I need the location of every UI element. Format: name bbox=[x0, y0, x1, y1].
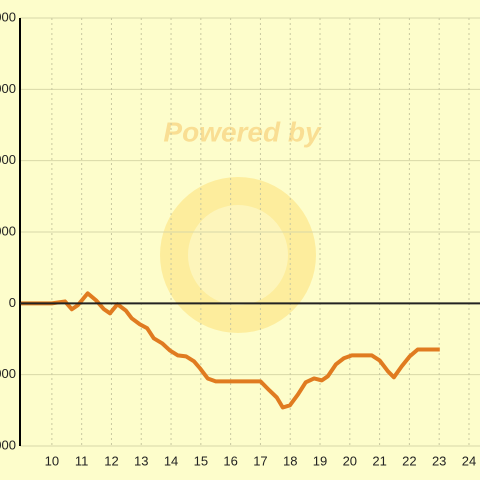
x-tick-label: 20 bbox=[343, 453, 357, 468]
x-tick-label: 16 bbox=[223, 453, 237, 468]
y-tick-label: -6,000 bbox=[0, 437, 16, 452]
x-tick-label: 22 bbox=[402, 453, 416, 468]
line-series bbox=[20, 291, 440, 410]
x-tick-label: 23 bbox=[432, 453, 446, 468]
x-tick-label: 24 bbox=[462, 453, 476, 468]
x-tick-label: 18 bbox=[283, 453, 297, 468]
watermark-logo bbox=[160, 177, 316, 333]
y-tick-label: -3,000 bbox=[0, 366, 16, 381]
x-tick-label: 17 bbox=[253, 453, 267, 468]
y-tick-label: 9,000 bbox=[0, 81, 16, 96]
watermark: Powered by bbox=[163, 116, 322, 147]
y-tick-label: 3,000 bbox=[0, 223, 16, 238]
x-tick-label: 13 bbox=[134, 453, 148, 468]
y-tick-label: 6,000 bbox=[0, 152, 16, 167]
x-tick-label: 19 bbox=[313, 453, 327, 468]
x-tick-label: 12 bbox=[104, 453, 118, 468]
x-tick-label: 21 bbox=[372, 453, 386, 468]
y-tick-label: 0 bbox=[9, 295, 16, 310]
x-tick-label: 10 bbox=[45, 453, 59, 468]
y-tick-label: 12,000 bbox=[0, 9, 16, 24]
x-tick-label: 11 bbox=[75, 453, 89, 468]
x-tick-label: 14 bbox=[164, 453, 178, 468]
x-tick-label: 15 bbox=[194, 453, 208, 468]
